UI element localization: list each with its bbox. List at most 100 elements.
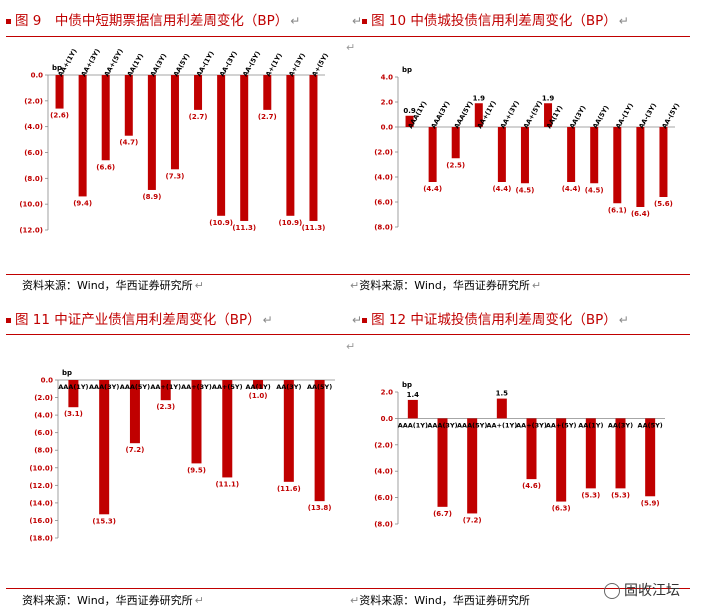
bullet-square-icon: [6, 317, 11, 323]
bar: [217, 75, 226, 216]
y-tick-label: 0.0: [381, 124, 394, 132]
data-label: (6.4): [631, 210, 650, 218]
category-label: AA-(1Y): [195, 50, 216, 78]
y-tick-label: 0.0: [381, 415, 394, 423]
bar: [437, 418, 448, 507]
data-label: (6.3): [552, 505, 571, 513]
y-tick-label: (8.0): [34, 447, 53, 455]
data-label: (5.3): [581, 491, 600, 499]
bar: [240, 75, 249, 221]
source-rule-bottom: [6, 588, 690, 589]
category-label: AA(1Y): [126, 52, 146, 78]
chart-panel-10: 4.0 2.0 0.0 (2.0) (4.0) (6.0) (8.0) bp 0.9 (4.4) (…: [374, 66, 681, 232]
y-tick-label: (6.0): [374, 199, 393, 207]
source-note-12: ↵资料来源：Wind，华西证券研究所: [350, 594, 530, 607]
bar: [253, 380, 264, 389]
category-label: AA(1Y): [245, 383, 270, 391]
category-label: AA-(5Y): [660, 102, 681, 130]
category-label: AAA(3Y): [89, 383, 119, 391]
data-label: (2.6): [50, 112, 69, 120]
data-label: 1.5: [496, 390, 509, 398]
bar: [194, 75, 203, 110]
category-label: AA+(3Y): [181, 383, 212, 391]
bar: [520, 127, 529, 184]
return-mark-icon: ↵: [618, 14, 629, 28]
y-axis-label: bp: [52, 64, 62, 72]
category-label: AA(5Y): [172, 52, 192, 78]
bar: [309, 75, 318, 221]
y-tick-label: (8.0): [374, 224, 393, 232]
bar: [78, 75, 87, 197]
y-tick-label: (2.0): [374, 149, 393, 157]
category-label: AAA(5Y): [120, 383, 150, 391]
category-label: AA(3Y): [276, 383, 301, 391]
category-label: AA(5Y): [307, 383, 332, 391]
data-label: (2.5): [446, 161, 465, 169]
y-tick-label: (2.0): [374, 441, 393, 449]
y-tick-label: 0.0: [31, 72, 44, 80]
return-mark-icon: ↵: [350, 594, 360, 607]
return-mark-icon: ↵: [346, 41, 356, 54]
chart-panel-9: 0.0 (2.0) (4.0) (6.0) (8.0) (10.0) (12.0) bp (2.…: [19, 47, 330, 234]
category-label: A+(1Y): [264, 52, 284, 78]
data-label: (6.6): [96, 163, 115, 171]
source-rule-top: [6, 274, 690, 275]
return-mark-icon: ↵: [350, 279, 360, 292]
bar: [496, 398, 507, 419]
y-tick-label: (10.0): [19, 201, 43, 209]
return-mark-icon: ↵: [352, 14, 363, 28]
bar: [659, 127, 668, 197]
y-tick-label: (6.0): [24, 149, 43, 157]
bar: [222, 380, 233, 478]
y-axis-label: bp: [62, 369, 72, 377]
panel-title-9: 图 9 中债中短期票据信用利差周变化（BP） ↵: [6, 9, 300, 29]
panel-title-10: ↵ 图 10 中债城投债信用利差周变化（BP） ↵: [352, 13, 629, 29]
category-label: AA+(1Y): [150, 383, 181, 391]
data-label: 0.9: [403, 107, 416, 115]
bar: [160, 380, 171, 401]
bar: [556, 418, 567, 502]
y-tick-label: (12.0): [29, 482, 53, 490]
bar: [645, 418, 656, 497]
bullet-square-icon: [362, 317, 368, 323]
source-note-11: 资料来源：Wind，华西证券研究所 ↵: [22, 594, 204, 607]
y-tick-label: (4.0): [374, 468, 393, 476]
data-label: 1.4: [407, 391, 420, 399]
source-note-9: 资料来源：Wind，华西证券研究所 ↵: [22, 279, 204, 292]
y-tick-label: 2.0: [381, 389, 394, 397]
bar: [286, 75, 295, 216]
category-label: AA-(5Y): [241, 50, 262, 78]
return-mark-icon: ↵: [194, 279, 204, 292]
data-label: (5.9): [641, 499, 660, 507]
category-label: AA+(1Y): [486, 421, 517, 429]
bar: [613, 127, 622, 204]
bar: [497, 127, 506, 182]
return-mark-icon: ↵: [346, 340, 356, 353]
return-mark-icon: ↵: [262, 313, 273, 327]
bar: [99, 380, 110, 515]
panel-title-11: 图 11 中证产业债信用利差周变化（BP） ↵: [6, 308, 273, 328]
category-label: AA-(3Y): [637, 102, 658, 130]
data-label: (7.2): [126, 446, 145, 454]
y-tick-label: (4.0): [24, 123, 43, 131]
bar: [615, 418, 626, 489]
data-label: (8.9): [142, 193, 161, 201]
bar: [283, 380, 294, 482]
y-tick-label: 4.0: [381, 74, 394, 82]
return-mark-icon: ↵: [352, 313, 363, 327]
data-label: 1.9: [542, 94, 555, 102]
bar: [428, 127, 437, 182]
category-label: AA(5Y): [638, 421, 663, 429]
data-label: (15.3): [92, 517, 116, 525]
title-rule-bottom: [6, 334, 690, 335]
return-mark-icon: ↵: [618, 313, 629, 327]
data-label: (11.3): [232, 224, 256, 232]
data-label: 1.9: [473, 94, 486, 102]
data-label: (1.0): [249, 392, 268, 400]
bar: [101, 75, 110, 161]
data-label: (7.2): [463, 516, 482, 524]
category-label: AA-(3Y): [218, 50, 239, 78]
category-label: A+(3Y): [287, 52, 307, 78]
category-label: AA+(3Y): [499, 99, 521, 130]
bar: [191, 380, 202, 464]
